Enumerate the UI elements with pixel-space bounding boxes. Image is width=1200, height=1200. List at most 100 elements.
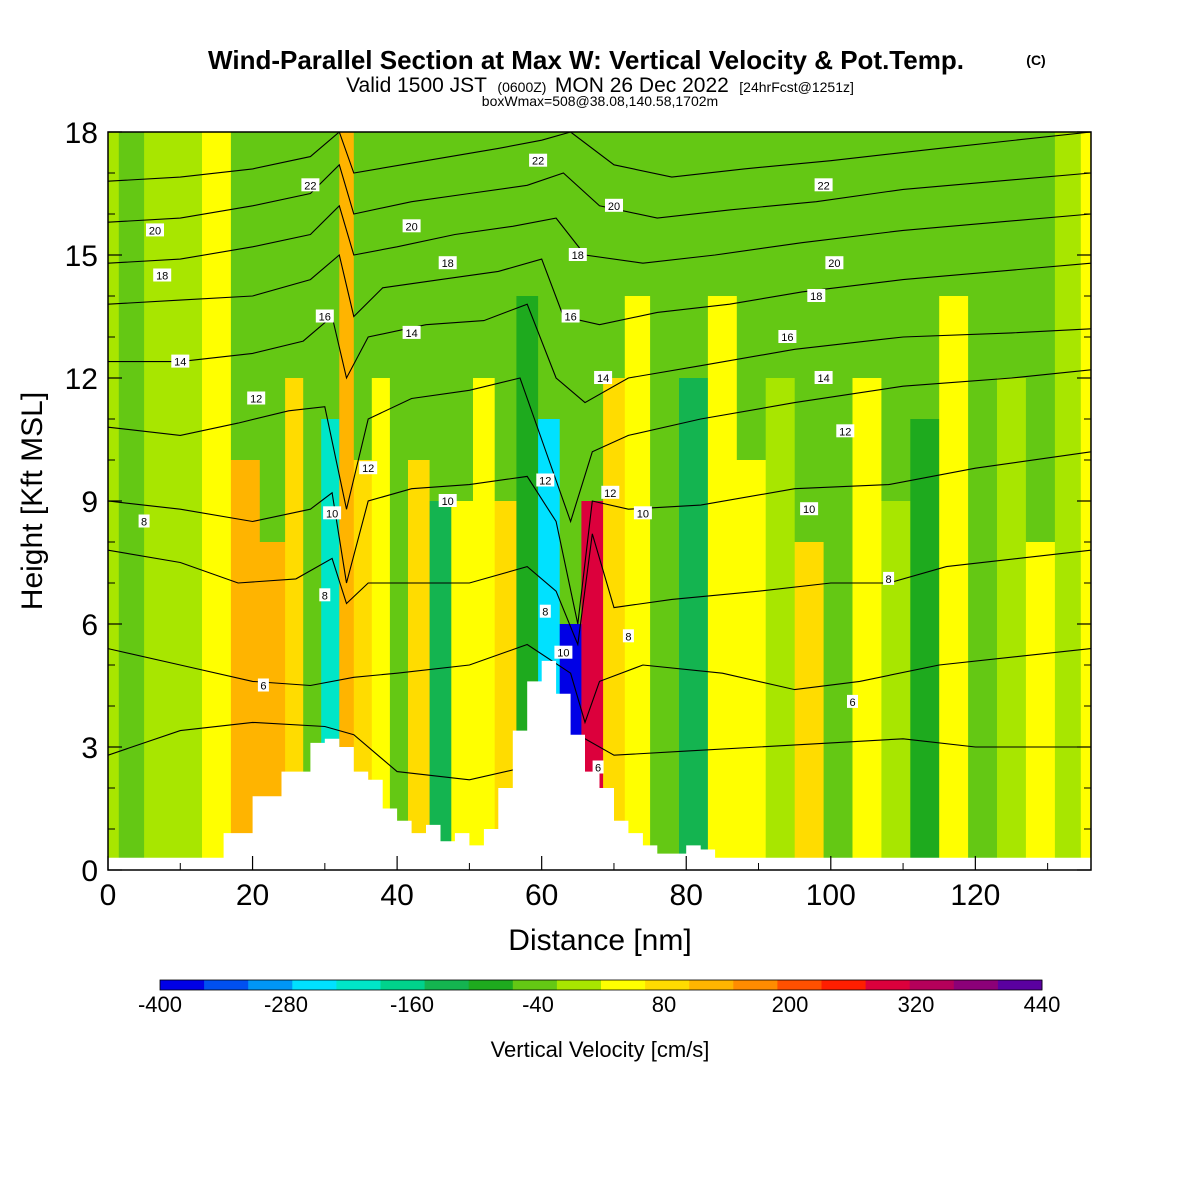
x-tick-label: 0 [100,879,117,912]
isentrope-10 [108,451,1091,625]
velocity-band [473,378,496,870]
velocity-band-upper [679,132,709,378]
velocity-band [451,501,474,870]
svg-text:12: 12 [839,426,851,438]
svg-text:10: 10 [442,496,454,508]
svg-text:8: 8 [322,590,328,602]
velocity-band-upper [473,132,496,378]
contour-label: 8 [622,629,634,643]
colorbar-tick-label: -40 [522,992,554,1017]
velocity-band-upper [321,132,340,419]
colorbar-swatch [556,980,602,990]
colorbar-swatch [424,980,470,990]
svg-text:10: 10 [557,648,569,660]
colorbar-swatch [336,980,381,990]
velocity-band [679,378,709,870]
velocity-band [1025,542,1056,870]
x-axis-label: Distance [nm] [508,924,691,957]
velocity-band-upper [353,132,373,460]
contour-label: 8 [539,604,551,619]
colorbar-tick-labels: -400 -280 -160 -40 80 200 320 440 [138,992,1060,1017]
isentrope-14 [108,303,1091,404]
contour-label: 20 [402,219,421,233]
colorbar-tick-label: 200 [772,992,809,1017]
x-tick-label: 60 [525,879,558,912]
velocity-band-upper [823,132,854,296]
contour-label: 8 [138,514,150,529]
svg-text:12: 12 [250,394,262,406]
contour-label: 10 [438,494,457,508]
velocity-band [765,378,796,870]
contour-label: 18 [153,268,172,283]
colorbar-swatch [248,980,293,990]
velocity-band [939,296,969,870]
velocity-band-upper [1025,132,1056,542]
contour-label: 8 [883,571,895,586]
velocity-band-upper [581,132,604,501]
isentrope-22 [108,132,1091,182]
contour-label: 12 [536,473,555,488]
colorbar-swatch [645,980,690,990]
colorbar-swatch [777,980,822,990]
colorbar-swatch [821,980,867,990]
contour-label: 14 [594,371,613,385]
y-tick-label: 6 [81,609,98,642]
chart-info-line: boxWmax=508@38.08,140.58,1702m [482,93,718,109]
y-tick-label: 18 [65,117,98,150]
svg-text:16: 16 [781,332,793,344]
svg-text:6: 6 [849,697,855,709]
contour-label: 12 [836,424,855,438]
terrain-profile [108,660,1091,870]
colorbar-tick-label: -160 [390,992,434,1017]
velocity-band-upper [852,132,882,378]
svg-text:8: 8 [625,631,631,643]
colorbar-swatch [204,980,249,990]
velocity-band-upper [371,132,391,378]
subtitle-utc-time: (0600Z) [497,79,546,95]
velocity-band-upper [516,132,539,296]
x-tick-label: 120 [950,879,1000,912]
isentrope-8 [108,533,1091,647]
velocity-band [494,501,517,870]
velocity-band [389,460,409,870]
contour-label: 18 [807,289,826,303]
velocity-band-upper [408,132,431,460]
velocity-band-upper [707,132,738,296]
velocity-band [736,460,767,870]
colorbar-swatch [160,980,205,990]
velocity-band-upper [939,132,969,296]
velocity-band-upper [429,132,452,501]
velocity-band-upper [494,132,517,501]
contour-label: 22 [529,153,548,168]
isentrope-20 [108,163,1091,223]
velocity-band [910,419,940,870]
contour-label: 14 [814,371,833,385]
colorbar-tick-label: -280 [264,992,308,1017]
velocity-band [173,132,203,870]
contour-label: 14 [402,325,421,340]
svg-text:10: 10 [637,508,649,520]
velocity-band-upper [451,132,474,501]
velocity-band-upper [389,132,409,460]
svg-text:8: 8 [141,517,147,529]
svg-text:22: 22 [817,180,829,192]
velocity-band [624,296,651,870]
svg-text:14: 14 [817,373,829,385]
x-tick-label: 100 [806,879,856,912]
velocity-band [707,296,738,870]
contour-label: 6 [592,760,604,775]
velocity-band-upper [259,132,286,542]
colorbar-swatch [865,980,911,990]
contour-labels: 6 6 6 8 8 8 8 8 10 10 10 10 10 12 12 12 12 12 14 14 14 14 16 16… [138,153,895,775]
velocity-band [968,296,998,870]
svg-text:22: 22 [532,156,544,168]
velocity-band [285,378,304,870]
isentrope-12 [108,369,1091,524]
contour-label: 18 [438,256,457,270]
contour-label: 22 [301,178,320,192]
velocity-band-upper [736,132,767,460]
subtitle-valid-time: Valid 1500 JST [346,74,487,97]
colorbar-tick-label: -400 [138,992,182,1017]
contour-label: 12 [359,461,378,475]
